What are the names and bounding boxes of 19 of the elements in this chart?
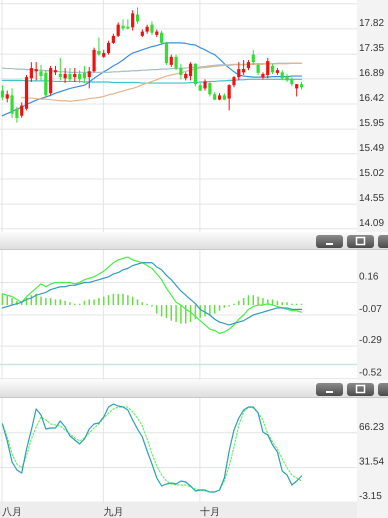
x-tick-label: 十月 <box>200 506 220 518</box>
y-tick-label: -0.29 <box>359 335 382 346</box>
y-tick-label: 0.16 <box>359 272 379 282</box>
y-tick-label: -0.07 <box>359 304 382 315</box>
y-tick-label: 17.35 <box>359 43 384 54</box>
y-tick-label: 31.54 <box>359 456 384 468</box>
x-tick-label: 八月 <box>2 507 22 518</box>
y-tick-label: 17.82 <box>359 18 384 29</box>
y-tick-label: 15.95 <box>359 118 384 130</box>
y-tick-label: -0.52 <box>359 368 382 379</box>
y-tick-label: 16.89 <box>359 68 384 79</box>
y-tick-label: 66.23 <box>359 422 384 433</box>
y-tick-label: 16.42 <box>359 92 384 104</box>
y-tick-label: 15.02 <box>359 168 384 179</box>
y-tick-label: 14.55 <box>359 193 384 204</box>
y-tick-label: -3.15 <box>359 491 382 502</box>
x-tick-label: 九月 <box>103 506 124 518</box>
y-tick-label: 14.09 <box>359 218 384 229</box>
y-tick-label: 15.49 <box>359 142 384 154</box>
